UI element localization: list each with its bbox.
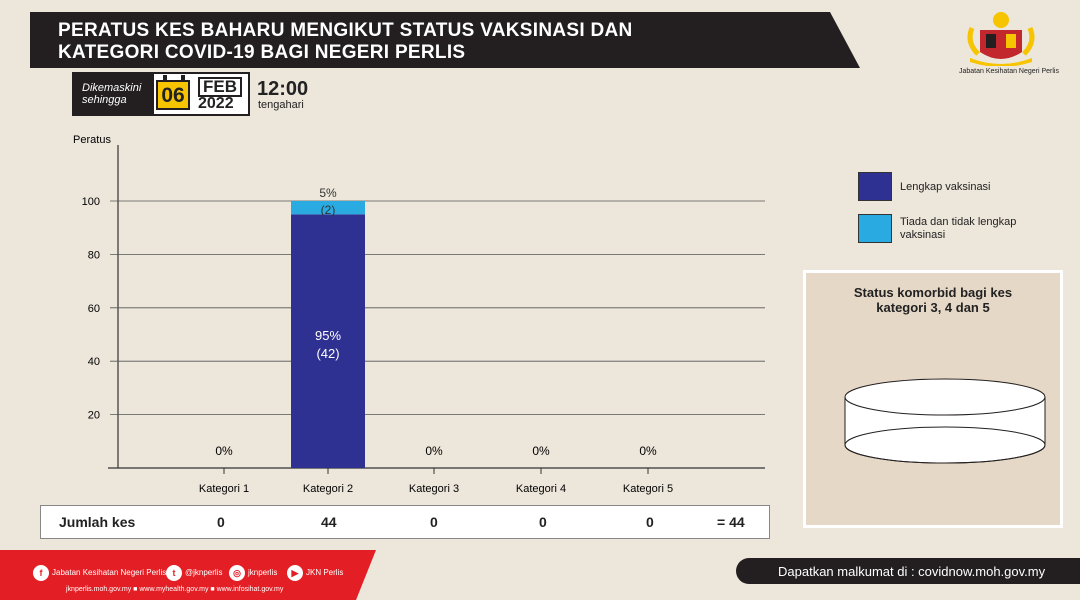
legend-label-incomplete-line2: vaksinasi (900, 229, 946, 241)
twitter-label: @jknperlis (185, 568, 223, 578)
legend-swatch-complete (858, 172, 892, 201)
coat-of-arms-logo (967, 12, 1035, 66)
y-tick-label-100: 100 (82, 196, 100, 208)
footer-info-text: Dapatkan malkumat di : covidnow.moh.gov.… (778, 564, 1046, 579)
y-axis-label: Peratus (73, 134, 111, 146)
legend-swatch-incomplete (858, 214, 892, 243)
youtube-label: JKN Perlis (306, 568, 344, 578)
legend-label-incomplete: Tiada dan tidak lengkap vaksinasi (900, 216, 1050, 242)
footer-info-bar: Dapatkan malkumat di : covidnow.moh.gov.… (736, 558, 1080, 584)
total-kategori-1: 0 (217, 514, 225, 530)
x-tick-label-kategori-5: Kategori 5 (623, 483, 673, 495)
comorbidity-title: Status komorbid bagi kes kategori 3, 4 d… (806, 285, 1060, 315)
y-tick-label-60: 60 (88, 303, 100, 315)
y-tick-label-20: 20 (88, 410, 100, 422)
page-title-line1: PERATUS KES BAHARU MENGIKUT STATUS VAKSI… (58, 20, 633, 41)
data-label-kategori-3: 0% (425, 444, 443, 458)
update-time-label: tengahari (258, 99, 304, 111)
comorbidity-title-line1: Status komorbid bagi kes (853, 285, 1013, 300)
update-day: 06 (156, 80, 190, 110)
data-label-kategori-4: 0% (532, 444, 550, 458)
logo-caption: Jabatan Kesihatan Negeri Perlis (958, 68, 1059, 75)
total-sum: = 44 (717, 514, 745, 530)
instagram-icon: ◎ (229, 565, 245, 581)
legend-label-incomplete-line1: Tiada dan tidak lengkap (900, 216, 1017, 228)
youtube-link[interactable]: ▶ JKN Perlis (287, 565, 343, 581)
bar-label-complete-pct: 95% (315, 328, 341, 343)
page-title-line2: KATEGORI COVID-19 BAGI NEGERI PERLIS (58, 42, 466, 63)
x-tick-label-kategori-1: Kategori 1 (199, 483, 249, 495)
instagram-link[interactable]: ◎ jknperlis (229, 565, 277, 581)
total-kategori-5: 0 (646, 514, 654, 530)
calendar-ring-icon (163, 75, 167, 83)
update-month: FEB (198, 77, 242, 97)
twitter-link[interactable]: t @jknperlis (166, 565, 222, 581)
empty-pie-chart (844, 378, 1046, 464)
facebook-label: Jabatan Kesihatan Negeri Perlis (52, 568, 167, 578)
facebook-link[interactable]: f Jabatan Kesihatan Negeri Perlis (33, 565, 166, 581)
bar-kategori-2-series-1 (291, 214, 365, 468)
bar-label-incomplete-pct: 5% (319, 186, 337, 200)
x-tick-label-kategori-2: Kategori 2 (303, 483, 353, 495)
total-kategori-2: 44 (321, 514, 337, 530)
comorbidity-title-line2: kategori 3, 4 dan 5 (876, 300, 990, 315)
x-tick-label-kategori-4: Kategori 4 (516, 483, 566, 495)
y-tick-label-40: 40 (88, 356, 100, 368)
legend-label-complete: Lengkap vaksinasi (900, 181, 991, 193)
updated-label-line2: sehingga (82, 94, 127, 106)
facebook-icon: f (33, 565, 49, 581)
total-cases-row: Jumlah kes 0 44 0 0 0 = 44 (40, 505, 770, 539)
title-banner: PERATUS KES BAHARU MENGIKUT STATUS VAKSI… (30, 12, 860, 68)
updated-label-line1: Dikemaskini (82, 82, 142, 94)
total-kategori-3: 0 (430, 514, 438, 530)
bar-label-complete-count: (42) (316, 346, 339, 361)
data-label-kategori-5: 0% (639, 444, 657, 458)
total-kategori-4: 0 (539, 514, 547, 530)
x-tick-label-kategori-3: Kategori 3 (409, 483, 459, 495)
calendar-ring-icon (181, 75, 185, 83)
bar-label-incomplete-count: (2) (321, 203, 336, 217)
youtube-icon: ▶ (287, 565, 303, 581)
footer-websites: jknperlis.moh.gov.my ■ www.myhealth.gov.… (66, 586, 284, 593)
data-label-kategori-1: 0% (215, 444, 233, 458)
y-tick-label-80: 80 (88, 249, 100, 261)
total-cases-label: Jumlah kes (59, 514, 136, 530)
instagram-label: jknperlis (248, 568, 278, 578)
comorbidity-panel: Status komorbid bagi kes kategori 3, 4 d… (803, 270, 1063, 528)
footer-social-bar: f Jabatan Kesihatan Negeri Perlis t @jknpe… (0, 550, 376, 600)
update-date-box: Dikemaskini sehingga 06 FEB 2022 (72, 72, 250, 116)
update-year: 2022 (198, 95, 234, 112)
bar-kategori-2-series-2 (291, 201, 365, 215)
updated-label: Dikemaskini sehingga (74, 74, 154, 114)
twitter-icon: t (166, 565, 182, 581)
update-time: 12:00 (257, 78, 309, 100)
